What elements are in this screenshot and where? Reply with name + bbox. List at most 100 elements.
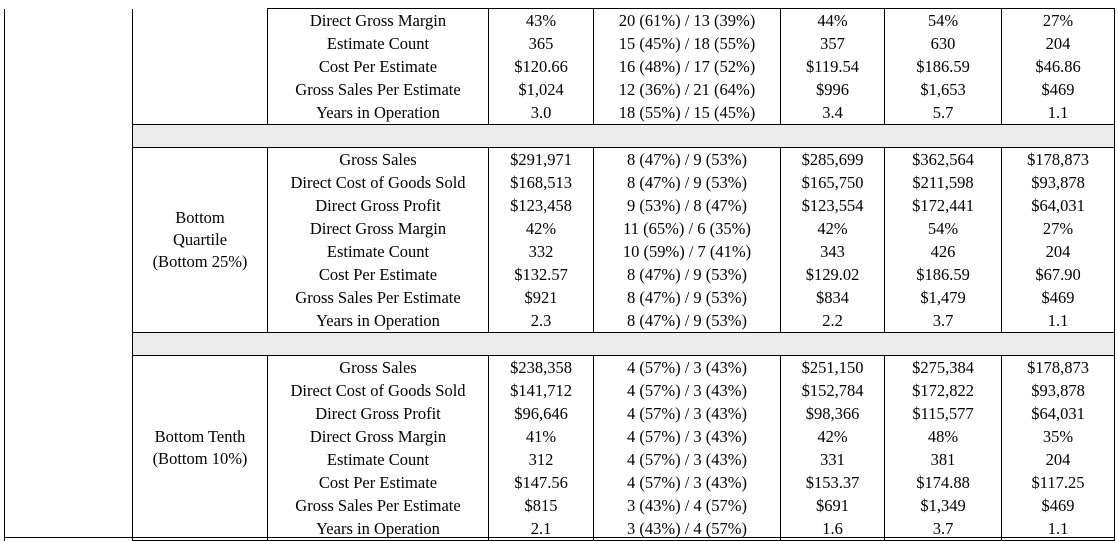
table-row: Direct Gross Profit $123,458 9 (53%) / 8 (… bbox=[5, 194, 1115, 217]
value-cell: 27% bbox=[1001, 8, 1115, 32]
split-cell: 4 (57%) / 3 (43%) bbox=[593, 379, 781, 402]
split-cell: 4 (57%) / 3 (43%) bbox=[593, 448, 781, 471]
value-cell: 44% bbox=[780, 8, 885, 32]
value-cell: 2.3 bbox=[488, 309, 594, 333]
value-cell: 204 bbox=[1001, 240, 1115, 263]
table-row: Estimate Count 365 15 (45%) / 18 (55%) 357 6… bbox=[5, 32, 1115, 55]
metric-cell: Gross Sales Per Estimate bbox=[267, 78, 489, 101]
metric-cell: Estimate Count bbox=[267, 448, 489, 471]
value-cell: 41% bbox=[488, 425, 594, 448]
split-cell: 8 (47%) / 9 (53%) bbox=[593, 263, 781, 286]
section-separator-row bbox=[5, 124, 1115, 148]
metric-cell: Cost Per Estimate bbox=[267, 263, 489, 286]
group-label-cell: Bottom Quartile (Bottom 25%) bbox=[132, 147, 268, 333]
table-row: Direct Cost of Goods Sold $168,513 8 (47%)… bbox=[5, 171, 1115, 194]
metric-cell: Estimate Count bbox=[267, 240, 489, 263]
value-cell: 204 bbox=[1001, 32, 1115, 55]
group-label-line: Bottom Tenth bbox=[154, 427, 246, 446]
table-row: Direct Gross Profit $96,646 4 (57%) / 3 (4… bbox=[5, 402, 1115, 425]
value-cell: $178,873 bbox=[1001, 147, 1115, 171]
split-cell: 3 (43%) / 4 (57%) bbox=[593, 494, 781, 517]
value-cell: $64,031 bbox=[1001, 194, 1115, 217]
value-cell: $996 bbox=[780, 78, 885, 101]
split-cell: 4 (57%) / 3 (43%) bbox=[593, 355, 781, 379]
value-cell: 27% bbox=[1001, 217, 1115, 240]
table-row: Cost Per Estimate $132.57 8 (47%) / 9 (53%… bbox=[5, 263, 1115, 286]
value-cell: $469 bbox=[1001, 494, 1115, 517]
metric-cell: Years in Operation bbox=[267, 517, 489, 541]
section-separator-row bbox=[5, 332, 1115, 356]
value-cell: $168,513 bbox=[488, 171, 594, 194]
value-cell: $469 bbox=[1001, 78, 1115, 101]
group-label-line: Quartile bbox=[172, 230, 228, 249]
group-label-line: Bottom bbox=[175, 208, 225, 227]
value-cell: $174.88 bbox=[884, 471, 1002, 494]
table-bottom-border bbox=[4, 537, 1114, 538]
table-row: Cost Per Estimate $147.56 4 (57%) / 3 (43%… bbox=[5, 471, 1115, 494]
value-cell: $117.25 bbox=[1001, 471, 1115, 494]
metric-cell: Direct Gross Margin bbox=[267, 8, 489, 32]
value-cell: $132.57 bbox=[488, 263, 594, 286]
value-cell: 332 bbox=[488, 240, 594, 263]
metric-cell: Direct Cost of Goods Sold bbox=[267, 171, 489, 194]
table-row: Gross Sales Per Estimate $815 3 (43%) / 4 … bbox=[5, 494, 1115, 517]
value-cell: $165,750 bbox=[780, 171, 885, 194]
split-cell: 4 (57%) / 3 (43%) bbox=[593, 402, 781, 425]
value-cell: 54% bbox=[884, 8, 1002, 32]
table-row: Direct Gross Margin 42% 11 (65%) / 6 (35%)… bbox=[5, 217, 1115, 240]
group-label-cell bbox=[132, 8, 268, 125]
metric-cell: Cost Per Estimate bbox=[267, 471, 489, 494]
value-cell: 42% bbox=[488, 217, 594, 240]
split-cell: 20 (61%) / 13 (39%) bbox=[593, 8, 781, 32]
split-cell: 15 (45%) / 18 (55%) bbox=[593, 32, 781, 55]
value-cell: $96,646 bbox=[488, 402, 594, 425]
metric-cell: Gross Sales Per Estimate bbox=[267, 286, 489, 309]
report-table: Direct Gross Margin 43% 20 (61%) / 13 (39%… bbox=[4, 8, 1115, 541]
split-cell: 8 (47%) / 9 (53%) bbox=[593, 171, 781, 194]
outer-column bbox=[4, 8, 133, 541]
value-cell: $172,441 bbox=[884, 194, 1002, 217]
value-cell: $93,878 bbox=[1001, 379, 1115, 402]
value-cell: $291,971 bbox=[488, 147, 594, 171]
split-cell: 8 (47%) / 9 (53%) bbox=[593, 147, 781, 171]
metric-cell: Years in Operation bbox=[267, 309, 489, 333]
value-cell: 43% bbox=[488, 8, 594, 32]
value-cell: 426 bbox=[884, 240, 1002, 263]
metric-cell: Estimate Count bbox=[267, 32, 489, 55]
split-cell: 4 (57%) / 3 (43%) bbox=[593, 471, 781, 494]
value-cell: 630 bbox=[884, 32, 1002, 55]
value-cell: $691 bbox=[780, 494, 885, 517]
value-cell: $120.66 bbox=[488, 55, 594, 78]
group-label-cell: Bottom Tenth (Bottom 10%) bbox=[132, 355, 268, 541]
value-cell: $251,150 bbox=[780, 355, 885, 379]
value-cell: $834 bbox=[780, 286, 885, 309]
value-cell: $93,878 bbox=[1001, 171, 1115, 194]
table-row: Direct Cost of Goods Sold $141,712 4 (57%)… bbox=[5, 379, 1115, 402]
metric-cell: Direct Gross Margin bbox=[267, 217, 489, 240]
value-cell: 3.4 bbox=[780, 101, 885, 125]
value-cell: 365 bbox=[488, 32, 594, 55]
table-body: Direct Gross Margin 43% 20 (61%) / 13 (39%… bbox=[4, 8, 1115, 541]
value-cell: $98,366 bbox=[780, 402, 885, 425]
value-cell: 312 bbox=[488, 448, 594, 471]
value-cell: $64,031 bbox=[1001, 402, 1115, 425]
metric-cell: Cost Per Estimate bbox=[267, 55, 489, 78]
value-cell: 3.7 bbox=[884, 309, 1002, 333]
value-cell: $211,598 bbox=[884, 171, 1002, 194]
value-cell: 2.2 bbox=[780, 309, 885, 333]
value-cell: 3.0 bbox=[488, 101, 594, 125]
split-cell: 11 (65%) / 6 (35%) bbox=[593, 217, 781, 240]
value-cell: $141,712 bbox=[488, 379, 594, 402]
table-row: Bottom Quartile (Bottom 25%) Gross Sales $29… bbox=[5, 147, 1115, 333]
value-cell: 343 bbox=[780, 240, 885, 263]
value-cell: $186.59 bbox=[884, 263, 1002, 286]
value-cell: 54% bbox=[884, 217, 1002, 240]
value-cell: $147.56 bbox=[488, 471, 594, 494]
value-cell: $67.90 bbox=[1001, 263, 1115, 286]
section-separator bbox=[132, 332, 1115, 356]
table-row: Gross Sales Per Estimate $921 8 (47%) / 9 … bbox=[5, 286, 1115, 309]
metric-cell: Gross Sales bbox=[267, 147, 489, 171]
split-cell: 18 (55%) / 15 (45%) bbox=[593, 101, 781, 125]
table-row: Direct Gross Margin 43% 20 (61%) / 13 (39%… bbox=[4, 8, 1115, 541]
value-cell: 1.1 bbox=[1001, 101, 1115, 125]
